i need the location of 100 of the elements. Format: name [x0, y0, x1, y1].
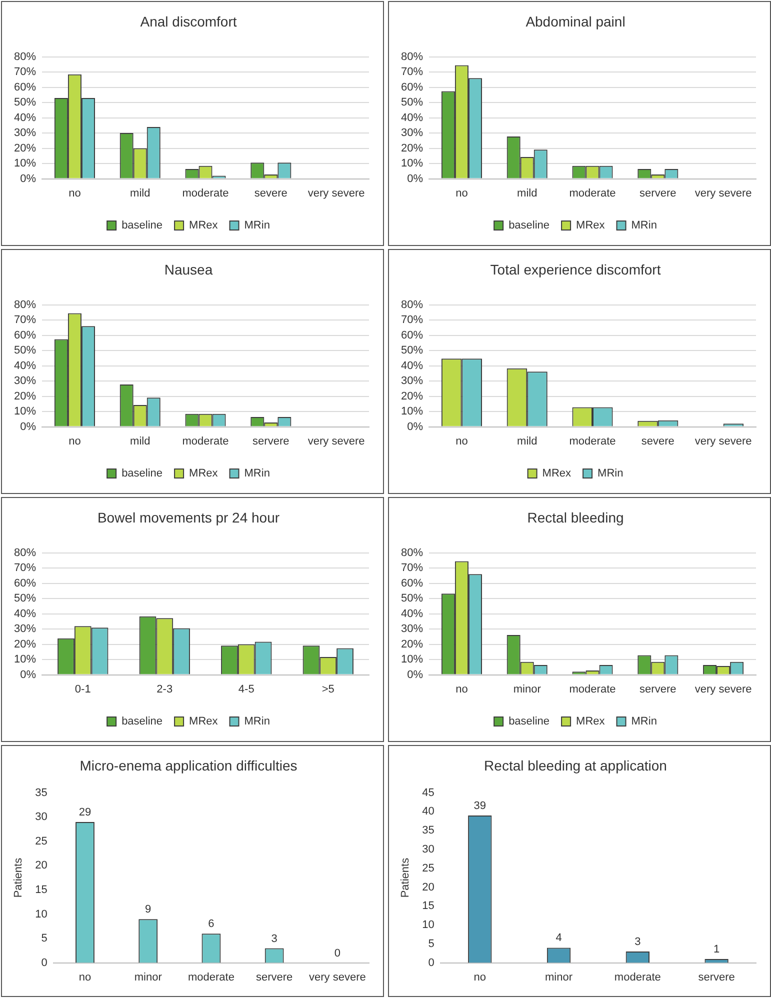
legend-label: baseline	[508, 716, 550, 728]
y-tick-label: 40%	[14, 608, 36, 620]
y-tick-label: 30%	[400, 623, 424, 636]
data-label: 0	[334, 947, 341, 960]
x-tick-label: servere	[256, 971, 293, 984]
y-tick-label: 30%	[400, 375, 424, 388]
chart-title: Abdominal painl	[526, 13, 626, 30]
y-tick-label: 15	[422, 900, 434, 912]
chart-title: Anal discomfort	[140, 13, 237, 30]
y-tick-label: 25	[422, 862, 434, 874]
y-tick-label: 10%	[14, 406, 36, 418]
legend-label: MRin	[244, 468, 270, 480]
x-tick-label: very severe	[308, 187, 365, 200]
y-tick-label: 0%	[20, 668, 36, 681]
x-tick-label: no	[456, 683, 468, 696]
x-tick-label: mild	[517, 187, 538, 200]
legend-label: MRex	[189, 716, 218, 728]
x-tick-label: very severe	[694, 435, 752, 448]
legend-label: MRex	[542, 468, 572, 480]
x-tick-label: no	[474, 971, 486, 984]
y-tick-label: 10%	[400, 654, 424, 666]
legend-label: MRin	[244, 220, 270, 232]
x-tick-label: severe	[641, 435, 674, 448]
y-tick-label: 25	[35, 835, 48, 848]
x-tick-label: minor	[545, 971, 573, 984]
data-label: 9	[145, 904, 152, 916]
y-tick-label: 0	[41, 956, 48, 969]
x-tick-label: servere	[252, 435, 290, 448]
x-tick-label: no	[68, 187, 81, 200]
y-tick-label: 35	[35, 786, 48, 799]
legend-label: MRin	[631, 220, 657, 232]
legend-label: MRin	[631, 716, 657, 728]
y-tick-label: 40%	[14, 360, 36, 372]
y-tick-label: 70%	[400, 66, 424, 78]
x-tick-label: moderate	[569, 683, 616, 696]
x-tick-label: no	[68, 435, 81, 448]
x-tick-label: very severe	[309, 971, 366, 984]
x-tick-label: 2-3	[156, 683, 173, 696]
y-tick-label: 20%	[14, 390, 36, 402]
x-tick-label: 0-1	[74, 683, 91, 696]
y-tick-label: 45	[422, 786, 434, 799]
legend-label: MRin	[244, 716, 270, 728]
x-tick-label: 4-5	[238, 683, 254, 696]
y-tick-label: 20%	[14, 638, 36, 650]
y-tick-label: 70%	[14, 314, 36, 326]
legend-label: MRex	[576, 716, 606, 728]
x-tick-label: very severe	[694, 683, 752, 696]
y-tick-label: 0%	[407, 668, 424, 681]
y-tick-label: 0%	[20, 172, 36, 185]
y-tick-label: 80%	[400, 50, 424, 63]
y-tick-label: 30	[422, 844, 434, 856]
legend-label: MRex	[576, 220, 606, 232]
y-tick-label: 30%	[14, 623, 36, 636]
y-tick-label: 60%	[14, 329, 36, 342]
y-tick-label: 50%	[14, 96, 36, 109]
y-tick-label: 60%	[400, 81, 424, 94]
legend-label: baseline	[122, 220, 163, 232]
y-tick-label: 5	[428, 938, 434, 950]
x-tick-label: moderate	[569, 187, 616, 200]
legend-label: MRex	[189, 468, 218, 480]
legend-label: baseline	[508, 220, 550, 232]
x-tick-label: minor	[513, 683, 542, 696]
y-tick-label: 80%	[400, 546, 424, 559]
y-tick-label: 10	[422, 919, 434, 932]
x-tick-label: servere	[640, 683, 676, 696]
y-tick-label: 20%	[14, 142, 36, 154]
chart-title: Total experience discomfort	[490, 261, 661, 278]
y-tick-label: 80%	[14, 546, 36, 559]
y-tick-label: 70%	[400, 562, 424, 574]
chart-title: Nausea	[164, 261, 213, 278]
y-tick-label: 40%	[14, 112, 36, 124]
chart-title: Bowel movements pr 24 hour	[97, 509, 280, 526]
y-axis-title: Patients	[12, 857, 25, 898]
y-axis-title: Patients	[400, 857, 412, 898]
y-tick-label: 30	[35, 811, 48, 824]
y-tick-label: 40	[422, 806, 434, 818]
y-tick-label: 10	[35, 908, 48, 920]
x-tick-label: moderate	[614, 971, 661, 984]
y-tick-label: 40%	[400, 608, 424, 620]
data-label: 1	[713, 944, 720, 956]
data-label: 6	[208, 918, 214, 930]
y-tick-label: 30%	[14, 127, 36, 140]
x-tick-label: servere	[698, 971, 735, 984]
y-tick-label: 80%	[14, 50, 36, 63]
chart-title: Rectal bleeding	[527, 509, 624, 526]
x-tick-label: severe	[254, 187, 288, 200]
x-tick-label: no	[456, 187, 468, 200]
x-tick-label: moderate	[182, 187, 229, 200]
x-tick-label: moderate	[569, 435, 616, 448]
x-tick-label: moderate	[182, 435, 229, 448]
x-tick-label: mild	[517, 435, 538, 448]
y-tick-label: 60%	[400, 577, 424, 590]
y-tick-label: 80%	[14, 298, 36, 311]
y-tick-label: 70%	[14, 562, 36, 574]
y-tick-label: 50%	[14, 344, 36, 357]
data-label: 3	[271, 932, 278, 945]
y-tick-label: 20	[35, 860, 48, 872]
chart-title: Micro-enema application difficulties	[80, 757, 298, 774]
y-tick-label: 35	[422, 824, 434, 837]
y-tick-label: 0%	[407, 172, 424, 185]
